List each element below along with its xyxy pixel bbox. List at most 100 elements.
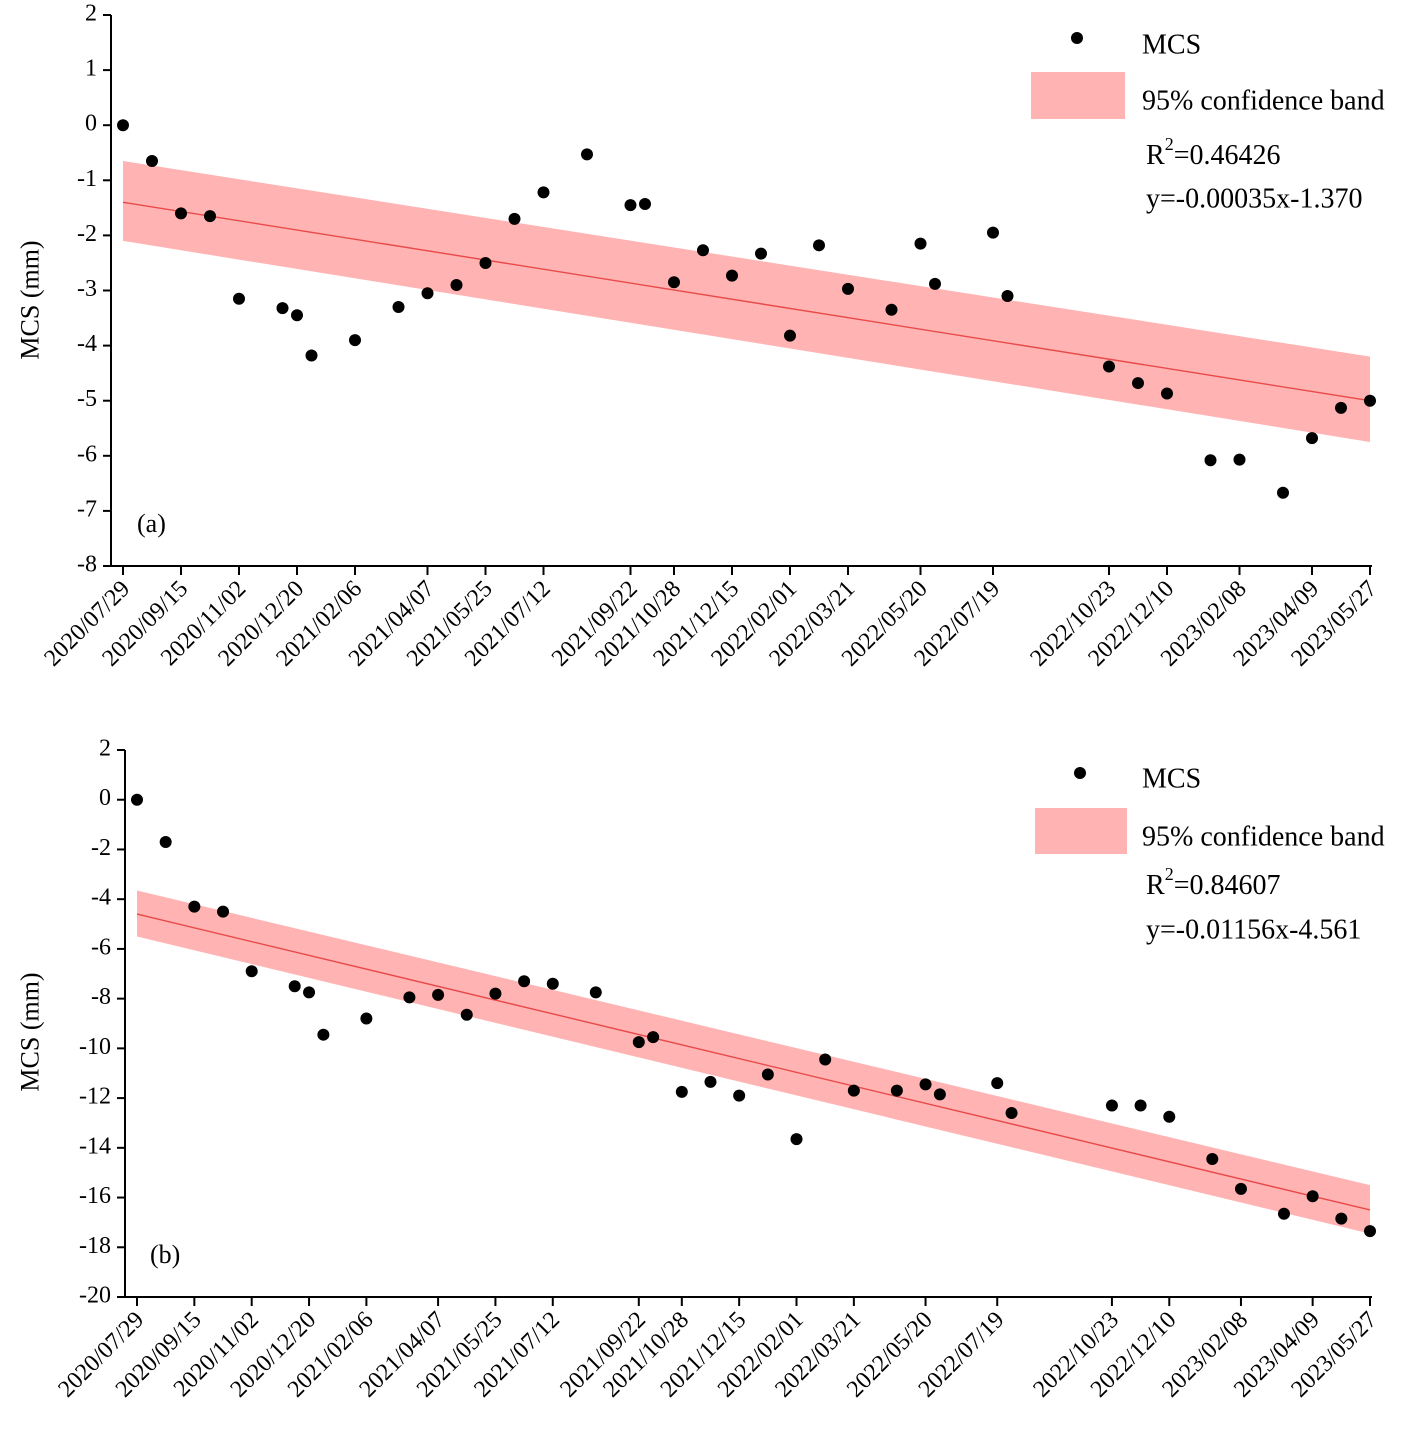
data-point: [632, 1036, 645, 1049]
data-point: [1134, 1099, 1147, 1112]
data-point: [1234, 1182, 1247, 1195]
panel-label: (b): [150, 1240, 180, 1269]
y-tick-label: -8: [91, 984, 111, 1010]
data-point: [1364, 1225, 1376, 1238]
data-point: [1233, 453, 1246, 466]
data-point: [392, 301, 405, 314]
y-tick-label: 1: [85, 56, 97, 82]
panel-label: (a): [137, 509, 166, 538]
data-point: [489, 987, 502, 1000]
y-tick-label: -2: [91, 835, 111, 861]
data-point: [589, 986, 602, 999]
data-point: [245, 965, 258, 978]
data-point: [131, 793, 143, 806]
data-point: [288, 980, 301, 993]
legend-label-mcs: MCS: [1142, 29, 1201, 60]
data-point: [1132, 377, 1144, 390]
legend-label-mcs: MCS: [1142, 763, 1201, 794]
data-point: [1306, 432, 1318, 445]
r-squared-prefix: R: [1146, 140, 1165, 171]
data-point: [919, 1078, 932, 1091]
data-point: [276, 302, 289, 315]
chart-panel-b: 20-2-4-6-8-10-12-14-16-18-202020/07/2920…: [15, 736, 1384, 1403]
data-point: [159, 835, 172, 848]
data-point: [291, 309, 303, 322]
data-point: [1335, 401, 1347, 414]
data-point: [432, 988, 445, 1001]
data-point: [1204, 454, 1217, 467]
data-point: [929, 277, 941, 290]
data-point: [890, 1084, 903, 1097]
data-point: [1005, 1107, 1018, 1120]
data-point: [217, 905, 230, 918]
data-point: [175, 207, 187, 220]
data-point: [581, 148, 593, 161]
data-point: [479, 256, 492, 269]
fit-line: [122, 201, 1371, 402]
data-point: [885, 303, 898, 316]
data-point: [790, 1133, 803, 1146]
data-point: [675, 1085, 688, 1098]
legend: MCS 95% confidence band R2=0.46426 y=-0.000…: [1031, 29, 1385, 214]
data-point: [360, 1012, 373, 1025]
data-point: [233, 292, 245, 305]
data-point: [1206, 1153, 1219, 1166]
r-squared-value: =0.84607: [1174, 870, 1281, 901]
y-tick-label: -18: [79, 1233, 111, 1259]
data-point: [1335, 1212, 1348, 1225]
y-tick-label: -4: [91, 885, 111, 911]
r-squared: R2=0.46426: [1146, 134, 1280, 171]
y-tick-label: 0: [99, 785, 111, 811]
regression-equation: y=-0.00035x-1.370: [1146, 183, 1362, 214]
data-point: [704, 1075, 717, 1088]
data-point: [991, 1077, 1004, 1090]
data-point: [761, 1068, 774, 1081]
data-point: [188, 900, 201, 913]
data-point: [726, 269, 738, 282]
r-squared-superscript: 2: [1165, 864, 1174, 884]
legend-marker: [1071, 32, 1083, 44]
r-squared-prefix: R: [1146, 870, 1165, 901]
legend: MCS 95% confidence band R2=0.84607 y=-0.011…: [1035, 763, 1385, 945]
y-tick-label: -6: [91, 934, 111, 960]
regression-equation: y=-0.01156x-4.561: [1146, 914, 1361, 945]
y-tick-label: -12: [79, 1084, 111, 1110]
data-point: [847, 1084, 860, 1097]
data-point: [755, 247, 767, 260]
data-point: [117, 119, 129, 132]
data-point: [784, 329, 796, 342]
data-point: [518, 975, 531, 988]
data-point: [933, 1088, 946, 1101]
r-squared-superscript: 2: [1165, 134, 1174, 154]
y-tick-label: -8: [77, 552, 97, 578]
data-point: [421, 287, 434, 300]
y-axis-label: MCS (mm): [15, 972, 44, 1091]
data-point: [204, 210, 216, 223]
y-tick-label: -5: [77, 386, 97, 412]
y-tick-label: -20: [79, 1283, 111, 1309]
y-tick-label: -14: [79, 1133, 111, 1159]
r-squared-value: =0.46426: [1174, 140, 1281, 171]
y-axis-label: MCS (mm): [15, 240, 44, 359]
y-tick-label: -7: [77, 496, 97, 522]
data-point: [546, 977, 559, 990]
y-tick-label: -2: [77, 221, 97, 247]
data-point: [537, 186, 550, 199]
data-point: [842, 282, 854, 295]
fit-line: [136, 913, 1371, 1211]
data-point: [508, 212, 521, 225]
legend-marker: [1074, 767, 1086, 779]
data-point: [1163, 1110, 1176, 1123]
y-tick-label: 2: [85, 1, 97, 27]
y-tick-label: -1: [77, 166, 97, 192]
y-tick-label: 0: [85, 111, 97, 137]
y-tick-label: -3: [77, 276, 97, 302]
data-point: [460, 1008, 473, 1021]
y-tick-label: -4: [77, 331, 97, 357]
data-point: [305, 349, 318, 362]
y-tick-label: -6: [77, 441, 97, 467]
data-point: [813, 239, 825, 252]
data-point: [733, 1089, 746, 1102]
data-point: [668, 276, 680, 289]
